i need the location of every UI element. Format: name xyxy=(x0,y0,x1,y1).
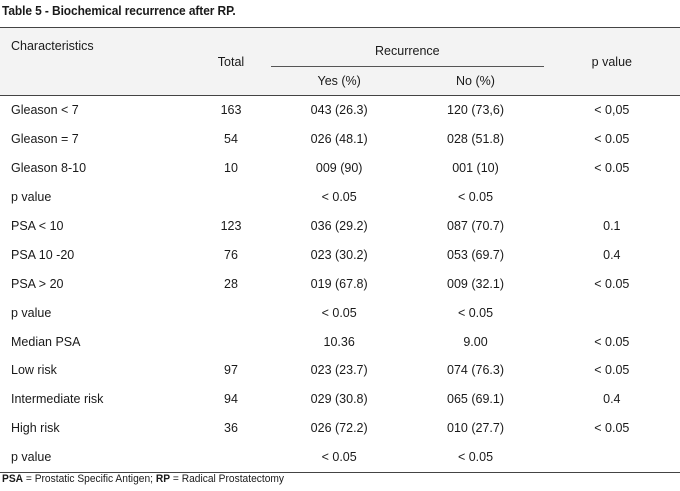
cell-yes: 10.36 xyxy=(323,334,355,349)
header-p-value: p value xyxy=(591,54,632,69)
footnote-abbr-rp: RP xyxy=(155,473,171,485)
cell-total: 76 xyxy=(224,247,238,262)
table-row: High risk 36 026 (72.2) 010 (27.7) < 0.05 xyxy=(0,414,680,443)
table-row: Gleason < 7 163 043 (26.3) 120 (73,6) < 0,05 xyxy=(0,96,680,125)
cell-no: 074 (76.3) xyxy=(447,363,504,378)
cell-p-value xyxy=(543,442,680,473)
table-row: PSA < 10 123 036 (29.2) 087 (70.7) 0.1 xyxy=(0,212,680,241)
table-row: Gleason = 7 54 026 (48.1) 028 (51.8) < 0.05 xyxy=(0,125,680,154)
cell-no: 028 (51.8) xyxy=(447,132,504,147)
cell-yes: 026 (48.1) xyxy=(310,132,368,147)
cell-yes: 019 (67.8) xyxy=(310,276,368,291)
cell-yes: 023 (23.7) xyxy=(310,363,368,378)
cell-p-value: 0.1 xyxy=(603,219,621,233)
recurrence-table: Characteristics Total Recurrence p value… xyxy=(0,27,680,473)
cell-total: 54 xyxy=(224,132,238,147)
footnote-def-rp: = Radical Prostatectomy xyxy=(170,473,285,485)
table-body: Gleason < 7 163 043 (26.3) 120 (73,6) < 0,05… xyxy=(0,96,680,473)
cell-characteristic: p value xyxy=(11,305,52,320)
cell-characteristic: PSA > 20 xyxy=(11,276,64,291)
table-row: PSA 10 -20 76 023 (30.2) 053 (69.7) 0.4 xyxy=(0,240,680,269)
footnote-abbr-psa: PSA xyxy=(2,473,24,485)
cell-characteristic: Intermediate risk xyxy=(11,392,104,407)
cell-p-value xyxy=(544,183,680,212)
footnote-def-psa: = Prostatic Specific Antigen; xyxy=(23,473,156,485)
cell-total: 123 xyxy=(220,219,242,233)
cell-characteristic: p value xyxy=(11,190,52,205)
table-row: Gleason 8-10 10 009 (90) 001 (10) < 0.05 xyxy=(0,154,680,183)
table-row: Median PSA 10.36 9.00 < 0.05 xyxy=(0,327,680,356)
cell-p-value: < 0.05 xyxy=(594,132,630,147)
header-recurrence: Recurrence xyxy=(375,44,440,58)
cell-p-value: < 0,05 xyxy=(594,103,630,118)
cell-no: 053 (69.7) xyxy=(447,247,504,262)
cell-characteristic: p value xyxy=(0,442,191,473)
cell-total: 163 xyxy=(220,103,242,118)
table-row: Intermediate risk 94 029 (30.8) 065 (69.1) 0… xyxy=(0,385,680,414)
cell-total xyxy=(191,327,271,356)
cell-characteristic: Gleason 8-10 xyxy=(11,161,87,176)
cell-total xyxy=(191,442,271,473)
cell-p-value: 0.4 xyxy=(603,247,621,262)
header-row-top: Characteristics Total Recurrence p value xyxy=(0,27,680,69)
cell-characteristic: PSA < 10 xyxy=(11,219,64,233)
table-row: PSA > 20 28 019 (67.8) 009 (32.1) < 0.05 xyxy=(0,269,680,298)
header-no: No (%) xyxy=(407,66,544,96)
cell-no: 065 (69.1) xyxy=(447,392,504,407)
cell-total: 97 xyxy=(224,363,238,378)
table-row: p value < 0.05 < 0.05 xyxy=(0,183,680,212)
cell-p-value: < 0.05 xyxy=(594,363,630,378)
cell-no: < 0.05 xyxy=(457,190,494,205)
cell-yes: 036 (29.2) xyxy=(310,219,368,233)
cell-characteristic: Low risk xyxy=(11,363,57,378)
cell-p-value: < 0.05 xyxy=(594,161,630,176)
cell-yes: 043 (26.3) xyxy=(310,103,368,118)
cell-no: 010 (27.7) xyxy=(447,421,504,436)
header-total: Total xyxy=(217,54,245,69)
cell-total: 36 xyxy=(224,421,238,436)
cell-total: 28 xyxy=(224,276,238,291)
cell-characteristic: Median PSA xyxy=(11,334,81,349)
cell-total xyxy=(191,183,271,212)
cell-no: 120 (73,6) xyxy=(447,103,504,118)
cell-total xyxy=(191,298,271,327)
cell-characteristic: Gleason < 7 xyxy=(11,103,79,118)
table-row: Low risk 97 023 (23.7) 074 (76.3) < 0.05 xyxy=(0,356,680,385)
cell-no: < 0.05 xyxy=(457,305,494,320)
cell-no: 009 (32.1) xyxy=(447,276,504,291)
cell-no: 087 (70.7) xyxy=(447,219,504,233)
cell-yes: < 0.05 xyxy=(271,442,408,473)
cell-yes: < 0.05 xyxy=(321,190,357,205)
cell-characteristic: Gleason = 7 xyxy=(11,132,79,147)
cell-characteristic: PSA 10 -20 xyxy=(11,247,75,262)
cell-characteristic: High risk xyxy=(11,421,60,436)
cell-yes: 023 (30.2) xyxy=(310,247,368,262)
table-header: Characteristics Total Recurrence p value… xyxy=(0,27,680,96)
footnote: PSA = Prostatic Specific Antigen; RP = R… xyxy=(2,473,284,485)
table-container: Characteristics Total Recurrence p value… xyxy=(0,27,680,473)
cell-yes: 026 (72.2) xyxy=(310,421,368,436)
table-row: p value < 0.05 < 0.05 xyxy=(0,442,680,473)
header-characteristics: Characteristics xyxy=(11,39,94,53)
cell-total: 10 xyxy=(224,161,238,176)
cell-p-value: < 0.05 xyxy=(594,276,630,291)
cell-total: 94 xyxy=(224,392,238,407)
cell-yes: < 0.05 xyxy=(321,305,357,320)
table-row: p value < 0.05 < 0.05 xyxy=(0,298,680,327)
cell-yes: 029 (30.8) xyxy=(310,392,368,407)
cell-p-value: 0.4 xyxy=(603,392,621,407)
cell-p-value: < 0.05 xyxy=(594,421,630,436)
cell-no: 001 (10) xyxy=(452,161,499,176)
header-yes: Yes (%) xyxy=(271,66,408,96)
cell-no: < 0.05 xyxy=(407,442,544,473)
cell-p-value: < 0.05 xyxy=(594,334,630,349)
cell-yes: 009 (90) xyxy=(315,161,363,176)
table-title: Table 5 - Biochemical recurrence after R… xyxy=(2,3,236,18)
cell-no: 9.00 xyxy=(463,334,488,349)
cell-p-value xyxy=(544,298,680,327)
